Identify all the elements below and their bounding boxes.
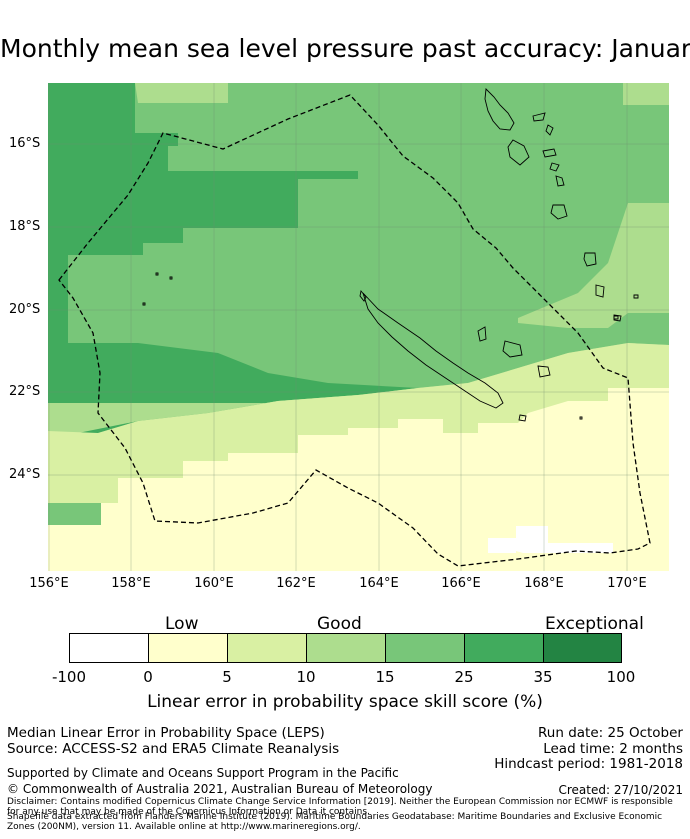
colorbar-tick: 35 <box>533 668 553 686</box>
colorbar-tick: 0 <box>143 668 153 686</box>
legend-category-good: Good <box>317 614 362 634</box>
skill-region-high-west <box>48 83 358 255</box>
skill-region-good-east <box>48 83 669 445</box>
skill-region-none-2 <box>488 538 516 553</box>
lon-label: 158°E <box>111 576 151 591</box>
island-chesterfield-1 <box>155 272 159 276</box>
shapefile-text: Shapefile data extracted from Flanders M… <box>7 812 663 832</box>
colorbar-segment <box>69 633 148 663</box>
island-erromango <box>583 252 597 267</box>
island-epi <box>549 162 560 172</box>
colorbar-tick: 100 <box>606 668 636 686</box>
lat-label: 22°S <box>9 384 41 399</box>
colorbar-segment <box>385 633 464 663</box>
lat-label: 20°S <box>9 302 41 317</box>
source-text: Source: ACCESS-S2 and ERA5 Climate Reana… <box>7 741 340 757</box>
eez-boundary <box>58 94 651 567</box>
lon-label: 160°E <box>194 576 234 591</box>
skill-region-none <box>516 526 613 553</box>
skill-region-good-north <box>135 83 228 103</box>
disclaimer-text: Disclaimer: Contains modified Copernicus… <box>7 797 673 817</box>
colorbar-tick: -100 <box>51 668 87 686</box>
lon-label: 170°E <box>607 576 647 591</box>
island-shepherd <box>555 175 565 187</box>
method-text: Median Linear Error in Probability Space… <box>7 725 325 741</box>
lon-label: 156°E <box>29 576 69 591</box>
island-pentecost <box>545 124 554 136</box>
coastlines <box>142 88 639 422</box>
gridlines <box>48 83 669 571</box>
colorbar-frame <box>69 633 622 663</box>
colorbar-segment <box>306 633 385 663</box>
chart-title: Monthly mean sea level pressure past acc… <box>0 34 690 63</box>
lat-label: 16°S <box>9 136 41 151</box>
lon-label: 162°E <box>276 576 316 591</box>
island-espiritu-santo <box>484 88 515 131</box>
supported-text: Supported by Climate and Oceans Support … <box>7 766 399 780</box>
colorbar-label: Linear error in probability space skill … <box>147 692 543 712</box>
colorbar-segment <box>148 633 227 663</box>
island-chesterfield-2 <box>169 276 173 280</box>
island-malakula <box>507 139 530 166</box>
colorbar-tick: 25 <box>454 668 474 686</box>
lat-label: 18°S <box>9 219 41 234</box>
lat-label: 24°S <box>9 467 41 482</box>
skill-region-low <box>48 388 669 571</box>
island-tanna <box>595 284 605 298</box>
island-mare <box>537 365 551 378</box>
island-new-caledonia <box>362 292 504 409</box>
copyright-text: © Commonwealth of Australia 2021, Austra… <box>7 782 433 796</box>
island-chesterfield-3 <box>142 302 146 306</box>
run-date-text: Run date: 25 October <box>538 725 683 741</box>
lon-label: 168°E <box>524 576 564 591</box>
island-lifou <box>502 340 523 358</box>
island-hunter <box>633 294 639 299</box>
skill-region-high-southwest <box>48 255 418 445</box>
created-text: Created: 27/10/2021 <box>558 783 683 797</box>
lon-label: 164°E <box>359 576 399 591</box>
island-ile-des-pins <box>518 414 527 422</box>
skill-map <box>48 83 669 571</box>
colorbar-tick: 15 <box>375 668 395 686</box>
legend-category-exceptional: Exceptional <box>545 614 644 634</box>
colorbar-segment <box>543 633 622 663</box>
skill-region-good-ne <box>623 83 669 105</box>
island-walpole <box>613 315 619 320</box>
island-ambrym <box>542 148 557 158</box>
island-efate <box>550 204 568 220</box>
colorbar-tick: 5 <box>222 668 232 686</box>
island-belep <box>359 289 367 302</box>
island-ambae <box>532 112 546 122</box>
legend-category-low: Low <box>165 614 199 634</box>
island-matthew <box>579 416 583 420</box>
lon-label: 166°E <box>441 576 481 591</box>
lead-time-text: Lead time: 2 months <box>543 741 683 757</box>
colorbar-segment <box>464 633 543 663</box>
colorbar-segment <box>227 633 306 663</box>
island-ouvea <box>477 326 487 342</box>
colorbar-tick: 10 <box>296 668 316 686</box>
hindcast-text: Hindcast period: 1981-2018 <box>494 756 683 772</box>
